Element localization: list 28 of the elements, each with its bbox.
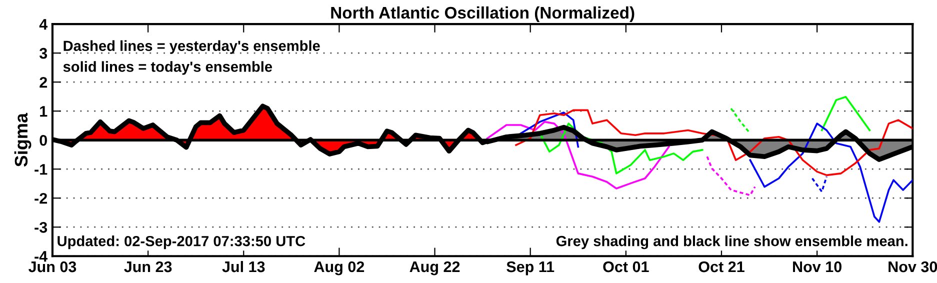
y-tick-label: -2 [34,192,47,204]
y-tick-label: -3 [34,222,48,233]
x-tick-label: Jun 03 [28,261,76,272]
y-tick-label: -1 [34,164,48,175]
chart-title: North Atlantic Oscillation (Normalized) [331,6,634,22]
y-tick-label: 4 [39,19,48,30]
x-tick-label: Jul 13 [222,260,265,272]
line-series [515,109,913,176]
y-tick-label: 3 [39,48,48,59]
y-tick-label: 0 [40,134,47,146]
x-tick-label: Aug 22 [410,261,460,276]
x-tick-label: Sep 11 [506,261,554,276]
y-tick-label: 1 [40,106,48,117]
line-series [486,120,670,190]
x-tick-label: Nov 10 [793,261,842,272]
annotation: Updated: 02-Sep-2017 07:33:50 UTC [58,236,306,250]
annotation: solid lines = today's ensemble [63,61,272,75]
annotation: Dashed lines = yesterday's ensemble [64,40,320,54]
line-series [706,156,756,196]
x-tick-label: Oct 01 [603,261,649,272]
x-tick-label: Oct 21 [698,261,744,272]
y-tick-label: 2 [40,76,47,88]
x-tick-label: Aug 02 [314,261,364,276]
annotation: Grey shading and black line show ensemble mean. [556,235,908,250]
y-tick-label: -4 [34,251,48,262]
x-tick-label: Jun 23 [124,261,172,272]
x-tick-label: Nov 30 [888,261,937,272]
y-axis-title: Sigma [14,112,32,167]
